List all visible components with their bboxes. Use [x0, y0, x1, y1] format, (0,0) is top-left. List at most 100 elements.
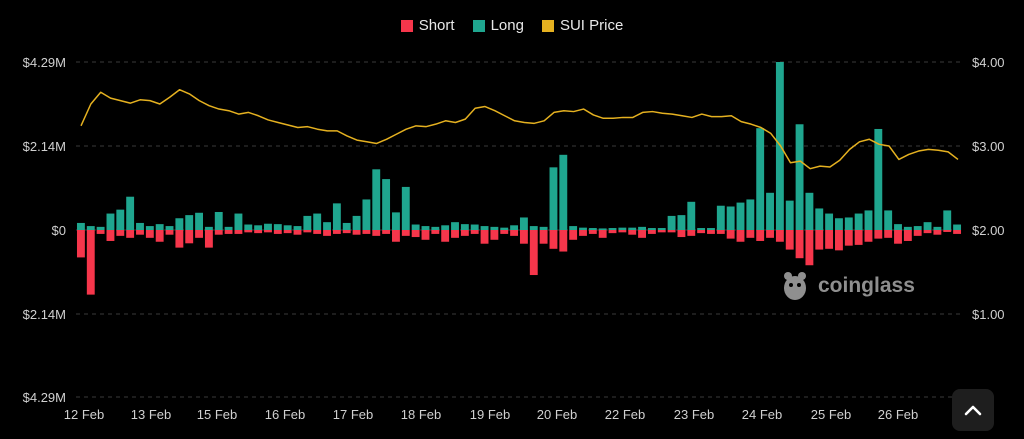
long-bar	[943, 210, 952, 230]
long-bar	[126, 196, 135, 230]
long-bar	[785, 200, 794, 230]
short-bar	[884, 230, 893, 238]
x-tick-label: 25 Feb	[811, 407, 851, 422]
short-bar	[401, 230, 410, 236]
long-bar	[136, 222, 144, 230]
long-bar	[411, 224, 420, 230]
y-left-tick-label: $2.14M	[23, 307, 66, 322]
short-bar	[145, 230, 154, 238]
x-tick-label: 18 Feb	[401, 407, 441, 422]
long-bar	[746, 199, 755, 230]
long-bar	[234, 213, 243, 230]
short-bar	[372, 230, 381, 236]
long-bar	[894, 224, 902, 230]
long-bar	[884, 210, 893, 230]
long-bar	[293, 226, 302, 230]
long-bar	[362, 199, 371, 230]
long-bar	[844, 217, 853, 230]
short-bar	[618, 230, 627, 233]
x-tick-label: 20 Feb	[537, 407, 577, 422]
short-bar	[204, 230, 213, 248]
short-bar	[677, 230, 686, 238]
short-bar	[431, 230, 440, 234]
long-bar	[76, 222, 85, 230]
short-bar	[628, 230, 637, 235]
x-tick-label: 22 Feb	[605, 407, 645, 422]
long-bar	[647, 228, 656, 230]
long-bar	[332, 203, 341, 230]
long-bar	[864, 210, 873, 230]
short-bar	[382, 230, 391, 234]
short-bar	[598, 230, 607, 238]
long-bar	[618, 227, 627, 230]
coinglass-logo-icon	[784, 272, 806, 300]
short-bar	[352, 230, 361, 235]
short-bar	[569, 230, 578, 240]
short-bar	[313, 230, 322, 234]
short-bar	[421, 230, 430, 240]
long-bar	[923, 222, 932, 230]
short-bar	[795, 230, 804, 259]
legend-label-price: SUI Price	[559, 17, 624, 34]
long-bar	[697, 228, 706, 230]
long-bar	[687, 201, 696, 230]
x-tick-label: 19 Feb	[470, 407, 510, 422]
long-bar	[273, 224, 282, 230]
long-bar	[372, 169, 381, 230]
short-bar	[490, 230, 499, 240]
legend-item-price[interactable]: SUI Price	[541, 17, 624, 34]
long-bar	[795, 124, 804, 230]
short-bar	[323, 230, 331, 236]
short-bar	[195, 230, 203, 238]
long-bar	[470, 224, 479, 230]
short-bar	[392, 230, 400, 242]
long-bar	[588, 228, 597, 230]
x-tick-label: 15 Feb	[197, 407, 237, 422]
legend-swatch-long	[472, 19, 485, 32]
chevron-up-icon	[964, 405, 982, 416]
short-bar	[815, 230, 824, 250]
short-bar	[96, 230, 105, 234]
legend-item-long[interactable]: Long	[472, 17, 524, 34]
long-bar	[244, 224, 253, 230]
long-bar	[805, 192, 814, 230]
y-left-tick-label: $4.29M	[23, 390, 66, 405]
long-bar	[490, 226, 499, 230]
short-bar	[362, 230, 371, 234]
short-bar	[756, 230, 765, 241]
x-tick-label: 23 Feb	[674, 407, 714, 422]
scroll-to-top-button[interactable]	[952, 389, 994, 431]
short-bar	[470, 230, 479, 234]
long-bar	[579, 227, 587, 230]
long-bar	[529, 226, 538, 230]
short-bar	[303, 230, 312, 233]
x-tick-label: 17 Feb	[333, 407, 373, 422]
short-bar	[519, 230, 528, 244]
long-bar	[707, 228, 715, 230]
long-bar	[480, 226, 489, 230]
short-bar	[736, 230, 745, 242]
long-bar	[165, 226, 174, 230]
short-bar	[697, 230, 706, 234]
long-bar	[500, 227, 509, 230]
long-bar	[283, 225, 292, 230]
long-bar	[903, 226, 912, 230]
long-bar	[559, 154, 568, 230]
long-bar	[431, 226, 440, 230]
long-bar	[756, 128, 765, 230]
long-bar	[913, 226, 922, 230]
short-bar	[805, 230, 814, 266]
short-bar	[273, 230, 282, 234]
long-bar	[815, 208, 824, 230]
legend-swatch-price	[541, 19, 554, 32]
x-tick-label: 26 Feb	[878, 407, 918, 422]
short-bar	[608, 230, 617, 234]
x-tick-label: 12 Feb	[64, 407, 104, 422]
short-bar	[283, 230, 292, 234]
long-bar	[421, 226, 430, 230]
short-bar	[785, 230, 794, 250]
long-bar	[224, 226, 233, 230]
legend-item-short[interactable]: Short	[400, 17, 455, 34]
short-bar	[76, 230, 85, 258]
